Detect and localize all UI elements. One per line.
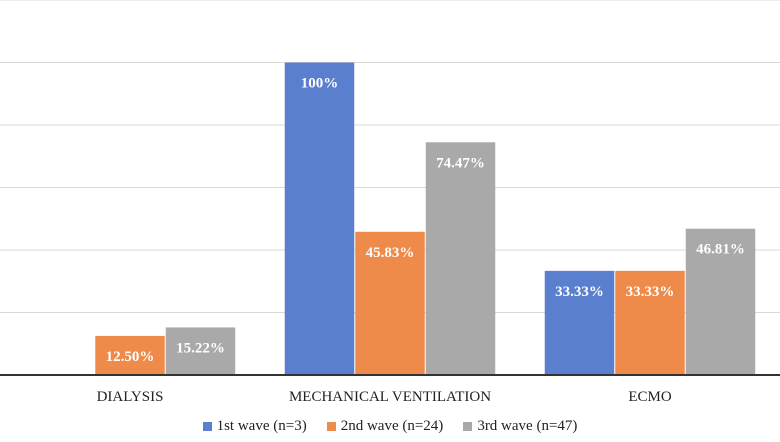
data-label: 100%: [301, 76, 339, 92]
category-label: MECHANICAL VENTILATION: [289, 389, 491, 405]
bar-chart: 12.50% 15.22% DIALYSIS 100% 45.83% 74.47% MECH…: [0, 0, 780, 405]
data-label: 33.33%: [555, 284, 604, 300]
legend-label-3rd-wave: 3rd wave (n=47): [477, 418, 578, 434]
data-label: 74.47%: [436, 155, 485, 171]
data-label: 45.83%: [366, 245, 415, 261]
data-label: 15.22%: [176, 340, 225, 356]
bar-mechanical-ventilation-series-2: [355, 231, 425, 375]
category-label: DIALYSIS: [97, 389, 164, 405]
legend-swatch-2nd-wave: [326, 422, 336, 431]
legend-swatch-3rd-wave: [463, 422, 473, 431]
bar-mechanical-ventilation-series-1: [284, 62, 355, 375]
bar-mechanical-ventilation-series-3: [425, 142, 496, 375]
legend-item-1st-wave: 1st wave (n=3): [202, 418, 307, 435]
bar-ecmo-series-2: [615, 270, 685, 375]
bar-dialysis-series-3: [165, 327, 236, 375]
legend-label-2nd-wave: 2nd wave (n=24): [340, 418, 444, 434]
data-label: 33.33%: [626, 284, 675, 300]
legend-item-3rd-wave: 3rd wave (n=47): [463, 418, 577, 435]
legend: 1st wave (n=3) 2nd wave (n=24) 3rd wave …: [0, 418, 780, 435]
data-label: 46.81%: [696, 242, 745, 258]
bar-ecmo-series-1: [544, 270, 615, 375]
legend-label-1st-wave: 1st wave (n=3): [216, 418, 307, 434]
legend-swatch-1st-wave: [202, 422, 212, 431]
category-label: ECMO: [628, 389, 672, 405]
bar-ecmo-series-3: [685, 228, 756, 375]
legend-item-2nd-wave: 2nd wave (n=24): [326, 418, 444, 435]
data-label: 12.50%: [106, 349, 155, 365]
bar-dialysis-series-2: [95, 335, 165, 375]
